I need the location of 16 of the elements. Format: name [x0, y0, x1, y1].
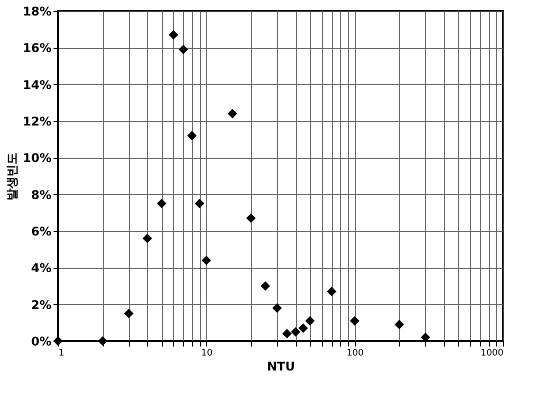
x-tick-label: 1: [58, 348, 64, 358]
y-tick-label: 4%: [31, 261, 52, 276]
x-tick-label: 1000: [480, 348, 504, 358]
y-tick-label: 16%: [22, 41, 52, 56]
y-tick-label: 0%: [31, 334, 52, 348]
y-tick-label: 18%: [22, 4, 52, 18]
x-tick-label: 100: [346, 348, 364, 358]
y-axis-title: 발생빈도: [4, 152, 19, 200]
y-tick-label: 6%: [31, 224, 52, 238]
y-tick-label: 2%: [31, 298, 52, 312]
y-tick-label: 8%: [31, 188, 52, 202]
x-tick-label: 10: [201, 348, 213, 358]
y-tick-label: 14%: [22, 78, 52, 92]
y-tick-label: 10%: [22, 151, 52, 166]
y-tick-label: 12%: [22, 114, 52, 128]
x-axis-title: NTU: [267, 360, 295, 374]
